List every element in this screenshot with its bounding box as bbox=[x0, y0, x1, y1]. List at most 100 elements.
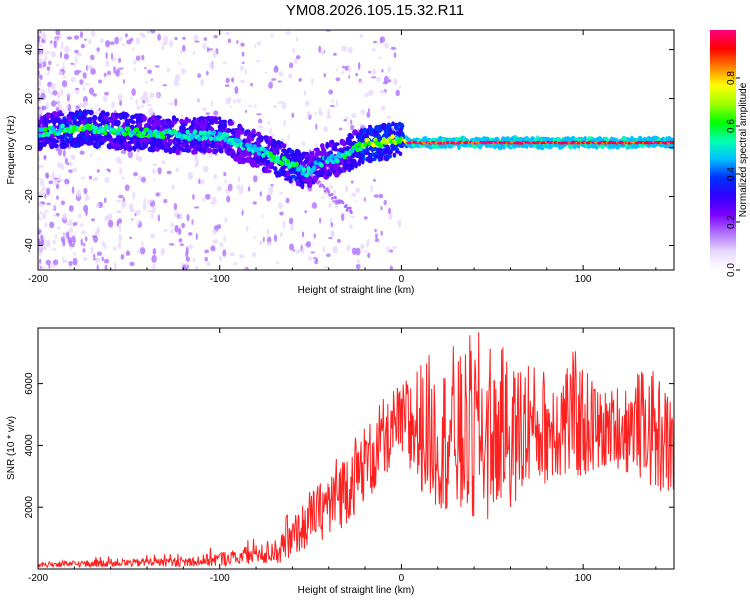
noise-speck bbox=[388, 207, 391, 215]
noise-speck bbox=[381, 69, 384, 73]
noise-speck bbox=[288, 62, 294, 69]
y-tick-label: 0 bbox=[24, 144, 35, 150]
noise-speck bbox=[236, 184, 241, 190]
noise-speck bbox=[370, 186, 373, 193]
ridge-halo bbox=[226, 128, 232, 133]
noise-speck bbox=[254, 103, 257, 109]
noise-speck bbox=[200, 79, 205, 87]
noise-speck bbox=[122, 203, 127, 207]
ridge-halo bbox=[392, 130, 396, 135]
noise-speck bbox=[83, 204, 89, 213]
colorbar-ticks: 0.0 0.2 0.4 0.6 0.8 bbox=[726, 71, 740, 277]
noise-speck bbox=[91, 218, 95, 222]
noise-speck bbox=[136, 105, 141, 110]
noise-speck bbox=[152, 168, 156, 174]
noise-speck bbox=[52, 90, 58, 96]
ridge-core bbox=[102, 130, 108, 136]
noise-speck bbox=[380, 105, 386, 111]
noise-speck bbox=[278, 202, 284, 209]
noise-speck bbox=[335, 99, 339, 107]
ridge-core bbox=[248, 143, 253, 148]
noise-speck bbox=[144, 67, 147, 70]
noise-speck bbox=[76, 52, 82, 57]
noise-speck bbox=[62, 62, 65, 70]
noise-speck bbox=[39, 190, 45, 196]
noise-speck bbox=[105, 40, 111, 48]
noise-speck bbox=[368, 89, 374, 96]
noise-speck bbox=[95, 203, 100, 209]
noise-speck bbox=[141, 240, 144, 249]
noise-speck bbox=[141, 176, 146, 183]
noise-speck bbox=[92, 93, 97, 97]
noise-speck bbox=[348, 65, 351, 73]
ridge-halo bbox=[76, 120, 83, 125]
noise-speck bbox=[330, 222, 334, 228]
ridge-core bbox=[217, 131, 222, 137]
snr-frame bbox=[37, 327, 675, 570]
streak-speck bbox=[323, 189, 327, 193]
noise-speck bbox=[80, 43, 85, 49]
spectrogram-xlabel: Height of straight line (km) bbox=[298, 285, 415, 296]
noise-speck bbox=[119, 36, 123, 41]
noise-speck bbox=[68, 261, 73, 266]
chart-title: YM08.2026.105.15.32.R11 bbox=[285, 2, 465, 19]
noise-speck bbox=[58, 104, 63, 111]
noise-speck bbox=[224, 217, 228, 223]
ridge-core bbox=[123, 131, 128, 137]
noise-speck bbox=[335, 68, 339, 72]
noise-speck bbox=[194, 40, 200, 43]
noise-speck bbox=[46, 66, 51, 71]
ridge-halo bbox=[378, 128, 383, 133]
noise-speck bbox=[64, 45, 70, 54]
noise-speck bbox=[341, 45, 348, 52]
noise-speck bbox=[55, 30, 61, 36]
snr-series-line bbox=[38, 332, 674, 569]
ridge-halo bbox=[250, 133, 257, 138]
noise-speck bbox=[60, 41, 64, 50]
noise-speck bbox=[369, 185, 373, 188]
noise-speck bbox=[376, 77, 381, 82]
noise-speck bbox=[90, 54, 95, 61]
noise-speck bbox=[308, 256, 313, 261]
ridge-halo bbox=[343, 158, 348, 163]
noise-speck bbox=[56, 161, 63, 169]
noise-speck bbox=[39, 178, 45, 187]
noise-speck bbox=[152, 163, 158, 167]
noise-speck bbox=[88, 175, 93, 180]
noise-speck bbox=[239, 65, 244, 71]
noise-speck bbox=[204, 256, 208, 262]
noise-speck bbox=[373, 40, 378, 44]
ridge-core bbox=[46, 132, 51, 138]
noise-speck bbox=[84, 198, 88, 202]
noise-speck bbox=[380, 206, 383, 211]
ridge-halo bbox=[92, 114, 98, 122]
noise-speck bbox=[311, 77, 314, 86]
noise-speck bbox=[152, 178, 156, 182]
ridge-core bbox=[256, 151, 262, 157]
noise-speck bbox=[82, 248, 86, 253]
noise-speck bbox=[198, 178, 201, 185]
streak-speck bbox=[333, 196, 337, 200]
noise-speck bbox=[289, 243, 294, 251]
noise-speck bbox=[155, 192, 160, 197]
noise-speck bbox=[143, 198, 147, 203]
noise-speck bbox=[89, 107, 94, 110]
noise-speck bbox=[52, 248, 57, 251]
snr-ylabel: SNR (10 * v/v) bbox=[6, 416, 17, 480]
ridge-halo bbox=[202, 146, 207, 154]
noise-speck bbox=[364, 92, 369, 98]
noise-speck bbox=[374, 238, 380, 243]
spectrogram-marks bbox=[38, 30, 674, 270]
noise-speck bbox=[178, 61, 181, 66]
noise-speck bbox=[89, 247, 94, 250]
noise-speck bbox=[141, 104, 144, 108]
noise-speck bbox=[88, 38, 92, 45]
y-tick-label: 40 bbox=[24, 44, 35, 56]
ridge-halo bbox=[362, 153, 366, 161]
noise-speck bbox=[161, 45, 165, 51]
ridge-halo bbox=[181, 148, 187, 153]
ridge-core bbox=[390, 134, 395, 140]
noise-speck bbox=[115, 156, 121, 164]
noise-speck bbox=[38, 217, 42, 221]
noise-speck bbox=[50, 40, 53, 44]
